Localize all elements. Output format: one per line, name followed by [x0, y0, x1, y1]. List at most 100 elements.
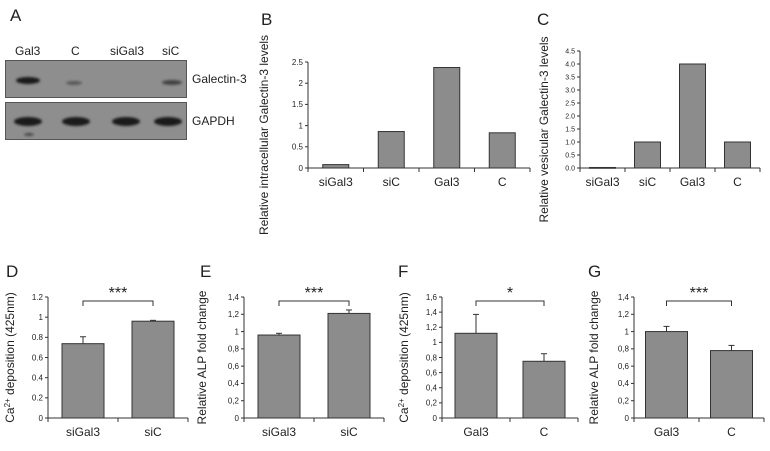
- chart-c-bar-sigal3: [589, 166, 616, 169]
- panel-letter-d: D: [6, 262, 19, 281]
- blot-gapdh: [5, 102, 187, 140]
- chart-g-y-tick-label: 0,8: [618, 345, 630, 354]
- chart-g-y-tick-label: 1,4: [618, 293, 630, 302]
- chart-b-bar-c: [488, 132, 516, 169]
- chart-c-y-label: Relative vesicular Galectin-3 levels: [537, 36, 551, 222]
- chart-c-category-label: C: [733, 175, 742, 189]
- chart-c-category-label: Gal3: [680, 175, 706, 189]
- chart-e-y-tick-label: 0: [235, 414, 240, 423]
- chart-e-category-label: siGal3: [262, 425, 296, 439]
- chart-e-y-tick-label: 1,2: [228, 310, 240, 319]
- chart-c-y-tick-label: 3.5: [565, 74, 575, 81]
- chart-c-category-label: siGal3: [585, 175, 619, 189]
- chart-d-bar-sigal3: [61, 343, 105, 419]
- chart-f-significance-label: *: [507, 285, 513, 302]
- chart-f-y-tick-label: 0,8: [426, 353, 438, 362]
- row-label-gapdh: GAPDH: [192, 114, 235, 128]
- chart-c-y-tick-label: 2.0: [565, 113, 575, 120]
- chart-b-category-label: siGal3: [319, 175, 353, 189]
- chart-f-y-tick-label: 0,6: [426, 368, 438, 377]
- band-gapdh-sigal3: [112, 117, 140, 126]
- chart-g-y-label: Relative ALP fold change: [587, 290, 601, 424]
- lane-label-gal3: Gal3: [15, 44, 41, 58]
- chart-c-y-tick-label: 0.5: [565, 152, 575, 159]
- chart-c-y-tick-label: 4.0: [565, 61, 575, 68]
- chart-g-y-tick-label: 1: [625, 327, 630, 336]
- chart-e-y-label: Relative ALP fold change: [195, 290, 209, 424]
- chart-g-y-tick-label: 0,4: [618, 379, 630, 388]
- chart-d-significance-label: ***: [109, 285, 128, 302]
- chart-g-significance-label: ***: [690, 285, 709, 302]
- band-gapdh-c: [62, 117, 90, 126]
- chart-b-bar-gal3: [433, 67, 461, 169]
- chart-b-y-tick-label: 0.5: [292, 143, 304, 152]
- chart-g-category-label: C: [727, 425, 736, 439]
- chart-c-y-tick-label: 2.5: [565, 100, 575, 107]
- band-gapdh-gal3: [14, 117, 42, 126]
- chart-f-y-tick-label: 1,4: [426, 308, 438, 317]
- band-galectin3-c: [66, 81, 82, 85]
- chart-f-category-label: C: [540, 425, 549, 439]
- chart-g-bar-c: [710, 350, 753, 419]
- chart-f-y-tick-label: 0,2: [426, 399, 438, 408]
- chart-e-y-tick-label: 0,2: [228, 397, 240, 406]
- chart-b-y-tick-label: 0: [299, 164, 304, 173]
- lane-label-c: C: [71, 44, 80, 58]
- chart-d-y-tick-label: 0: [39, 414, 44, 423]
- chart-e-y-tick-label: 0,8: [228, 345, 240, 354]
- chart-f-category-label: Gal3: [463, 425, 489, 439]
- lane-label-sigal3: siGal3: [110, 44, 145, 58]
- chart-c-category-label: siC: [639, 175, 657, 189]
- chart-f-significance-bracket: [475, 300, 545, 306]
- chart-b-bar-sigal3: [322, 164, 350, 169]
- chart-b-y-label: Relative intracellular Galectin-3 levels: [257, 35, 271, 235]
- chart-b-y-tick-label: 1: [299, 121, 304, 130]
- band-galectin3-gal3: [16, 77, 40, 84]
- chart-c-y-tick-label: 4.5: [565, 48, 575, 55]
- chart-e-significance-label: ***: [305, 285, 324, 302]
- chart-c-y-tick-label: 3.0: [565, 87, 575, 94]
- chart-e-category-label: siC: [340, 425, 358, 439]
- panel-letter-b: B: [261, 10, 273, 29]
- chart-f-y-tick-label: 1: [433, 338, 438, 347]
- chart-d-category-label: siGal3: [66, 425, 100, 439]
- chart-e-y-tick-label: 0,6: [228, 362, 240, 371]
- chart-e-y-tick-label: 1,4: [228, 293, 240, 302]
- band-gapdh-marker: [24, 133, 34, 136]
- chart-g-y-tick-label: 0,2: [618, 397, 630, 406]
- chart-d-y-tick-label: 0.8: [32, 333, 44, 342]
- panel-letter-c: C: [537, 10, 550, 29]
- chart-g-bar-gal3: [645, 331, 688, 419]
- chart-g-y-tick-label: 0,6: [618, 362, 630, 371]
- chart-c-y-tick-label: 1.0: [565, 139, 575, 146]
- chart-f-y-tick-label: 1,6: [426, 293, 438, 302]
- chart-b-y-tick-label: 1.5: [292, 100, 304, 109]
- chart-c-bar-gal3: [679, 63, 706, 169]
- chart-g-y-tick-label: 0: [625, 414, 630, 423]
- panel-letter-g: G: [588, 262, 602, 281]
- chart-d-y-tick-label: 1: [39, 313, 44, 322]
- chart-d-y-tick-label: 0.4: [32, 373, 44, 382]
- chart-g-significance-bracket: [666, 300, 732, 306]
- chart-f-y-tick-label: 0: [433, 414, 438, 423]
- band-galectin3-sic: [162, 80, 182, 85]
- chart-b-category-label: siC: [383, 175, 401, 189]
- chart-d-y-tick-label: 0.6: [32, 353, 44, 362]
- chart-b-category-label: C: [498, 175, 507, 189]
- chart-g-y-tick-label: 1,2: [618, 310, 630, 319]
- chart-d-category-label: siC: [144, 425, 162, 439]
- chart-e-y-tick-label: 0,4: [228, 379, 240, 388]
- chart-b-category-label: Gal3: [434, 175, 460, 189]
- chart-e-y-tick-label: 1: [235, 327, 240, 336]
- chart-b-bar-sic: [377, 131, 405, 169]
- chart-f-y-label: Ca2+ deposition (425nm): [397, 292, 411, 423]
- panel-letter-f: F: [398, 262, 409, 281]
- chart-b-y-tick-label: 2.5: [292, 58, 304, 67]
- chart-b-y-tick-label: 2: [299, 79, 304, 88]
- chart-d-significance-bracket: [82, 300, 154, 306]
- blot-galectin3: [5, 60, 187, 98]
- chart-f-y-tick-label: 1,2: [426, 323, 438, 332]
